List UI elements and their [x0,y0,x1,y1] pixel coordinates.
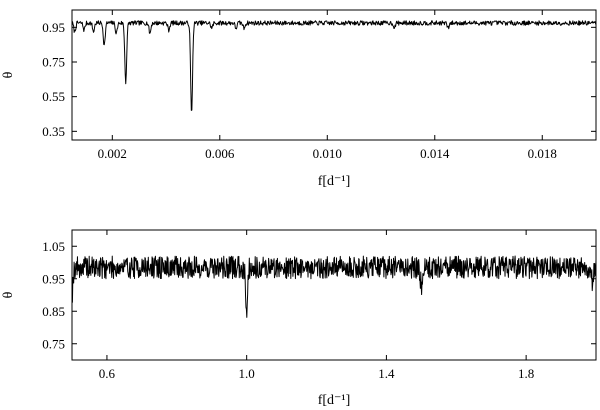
y-axis-ticks: 0.75 0.85 0.95 1.05 [42,239,596,351]
y-tick-label: 0.75 [42,336,65,351]
y-tick-label: 0.85 [42,304,65,319]
x-tick-label: 0.010 [313,146,342,161]
plot-frame [71,229,597,361]
x-axis-label: f[d⁻¹] [318,393,351,408]
x-axis-label: f[d⁻¹] [318,174,351,189]
y-axis-label: θ [1,291,16,298]
x-tick-label: 1.4 [378,366,395,381]
x-tick-label: 0.006 [205,146,235,161]
y-tick-label: 0.95 [42,20,65,35]
periodogram-low-frequency: 0.350.550.750.95 0.002 0.006 0.010 0.014 0.0… [1,9,597,189]
y-axis-label: θ [1,71,16,78]
plot-frame [71,9,597,141]
x-tick-label: 1.8 [518,366,534,381]
y-tick-label: 0.35 [42,124,65,139]
periodogram-high-frequency: 0.75 0.85 0.95 1.05 0.6 1.0 1.4 1.8 f[d⁻¹] θ [1,229,597,408]
y-tick-label: 0.95 [42,271,65,286]
x-tick-label: 0.018 [528,146,557,161]
x-tick-label: 0.002 [98,146,127,161]
y-tick-label: 0.75 [42,55,65,70]
x-tick-label: 1.0 [239,366,255,381]
theta-series-line [71,20,597,111]
theta-series-line [71,255,597,318]
x-tick-label: 0.6 [99,366,116,381]
y-axis-ticks: 0.35 0.55 0.75 0.95 [42,20,596,139]
x-tick-label: 0.014 [420,146,450,161]
x-axis-ticks: 0.6 1.0 1.4 1.8 [99,230,534,381]
x-axis-ticks: 0.002 0.006 0.010 0.014 0.018 [98,10,557,161]
y-tick-label: 1.05 [42,239,65,254]
y-tick-label: 0.55 [42,89,65,104]
